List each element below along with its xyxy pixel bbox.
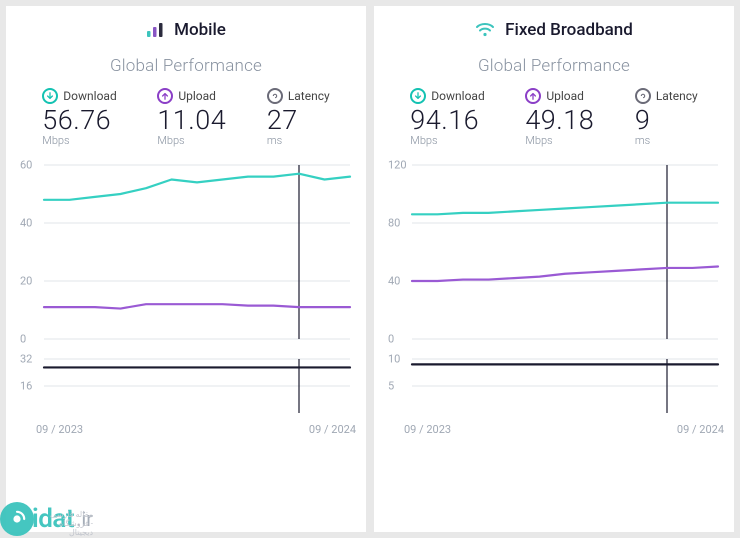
- metric-download: Download 56.76 Mbps: [42, 88, 116, 147]
- metric-label: Download: [431, 89, 484, 103]
- small-chart-wrap: 510: [374, 345, 734, 419]
- metrics-row: Download 94.16 Mbps Upload 49.18 Mbps: [374, 88, 734, 151]
- latency-chart: 510: [384, 353, 724, 419]
- small-chart-wrap: 1632: [6, 345, 366, 419]
- metric-latency: Latency 9 ms: [635, 88, 698, 147]
- metrics-row: Download 56.76 Mbps Upload 11.04 Mbps: [6, 88, 366, 151]
- metric-latency: Latency 27 ms: [267, 88, 330, 147]
- metric-unit: Mbps: [410, 134, 437, 147]
- panel-title: Mobile: [174, 20, 226, 40]
- metric-value: 27: [267, 106, 298, 134]
- x-labels: 09 / 2023 09 / 2024: [6, 419, 366, 444]
- metric-download: Download 94.16 Mbps: [410, 88, 484, 147]
- panel-mobile: Mobile Global Performance Download 56.76…: [6, 6, 366, 532]
- metric-unit: ms: [635, 134, 650, 147]
- metric-unit: Mbps: [157, 134, 184, 147]
- x-start: 09 / 2023: [36, 423, 83, 436]
- panel-broadband: Fixed Broadband Global Performance Downl…: [374, 6, 734, 532]
- mobile-bars-icon: [146, 22, 164, 38]
- metric-value: 11.04: [157, 106, 226, 134]
- x-labels: 09 / 2023 09 / 2024: [374, 419, 734, 444]
- upload-icon: [525, 88, 541, 104]
- watermark-logo-icon: [0, 502, 34, 536]
- metric-unit: Mbps: [42, 134, 69, 147]
- x-end: 09 / 2024: [309, 423, 356, 436]
- latency-chart: 1632: [16, 353, 356, 419]
- metric-value: 9: [635, 106, 650, 134]
- panel-header: Fixed Broadband: [374, 6, 734, 46]
- latency-icon: [267, 88, 283, 104]
- panels-container: Mobile Global Performance Download 56.76…: [0, 0, 740, 538]
- watermark: idat .ir مقاله فارسی - فروشگاه دیجیتال: [0, 502, 93, 536]
- main-chart-wrap: 04080120: [374, 151, 734, 345]
- metric-value: 56.76: [42, 106, 111, 134]
- metric-label: Upload: [546, 89, 584, 103]
- metric-label: Upload: [178, 89, 216, 103]
- metric-label: Latency: [656, 89, 698, 103]
- metric-unit: ms: [267, 134, 282, 147]
- metric-label: Latency: [288, 89, 330, 103]
- main-chart-wrap: 0204060: [6, 151, 366, 345]
- wifi-icon: [475, 22, 495, 38]
- download-icon: [410, 88, 426, 104]
- metric-label: Download: [63, 89, 116, 103]
- x-end: 09 / 2024: [677, 423, 724, 436]
- download-icon: [42, 88, 58, 104]
- metric-value: 49.18: [525, 106, 594, 134]
- latency-icon: [635, 88, 651, 104]
- subtitle: Global Performance: [374, 46, 734, 88]
- metric-value: 94.16: [410, 106, 479, 134]
- subtitle: Global Performance: [6, 46, 366, 88]
- metric-upload: Upload 11.04 Mbps: [157, 88, 226, 147]
- metric-unit: Mbps: [525, 134, 552, 147]
- main-chart: 0204060: [16, 159, 356, 345]
- upload-icon: [157, 88, 173, 104]
- panel-header: Mobile: [6, 6, 366, 46]
- metric-upload: Upload 49.18 Mbps: [525, 88, 594, 147]
- panel-title: Fixed Broadband: [505, 20, 633, 40]
- x-start: 09 / 2023: [404, 423, 451, 436]
- main-chart: 04080120: [384, 159, 724, 345]
- watermark-sub: مقاله فارسی - فروشگاه دیجیتال: [48, 510, 93, 537]
